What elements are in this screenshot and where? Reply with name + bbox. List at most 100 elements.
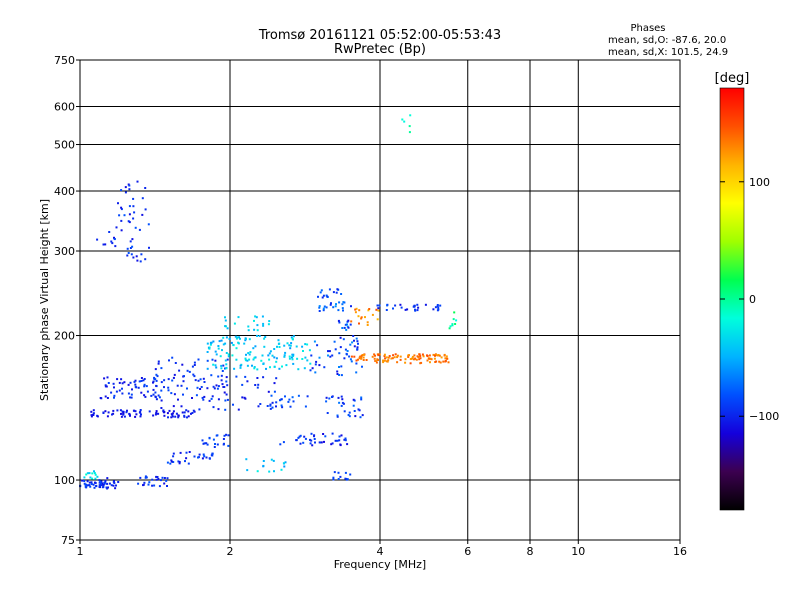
data-point bbox=[358, 322, 360, 325]
data-point bbox=[90, 481, 93, 484]
data-point bbox=[302, 350, 304, 352]
data-point bbox=[257, 405, 260, 408]
data-point bbox=[256, 329, 259, 332]
data-point bbox=[276, 345, 278, 348]
data-point bbox=[290, 336, 293, 339]
data-point bbox=[144, 395, 147, 398]
data-point bbox=[269, 403, 272, 406]
data-point bbox=[90, 415, 93, 418]
data-point bbox=[147, 223, 150, 226]
data-point bbox=[304, 343, 307, 346]
data-point bbox=[301, 358, 304, 360]
data-point bbox=[269, 366, 271, 369]
data-point bbox=[354, 308, 357, 311]
data-point bbox=[203, 395, 206, 398]
data-point bbox=[85, 473, 88, 476]
data-point bbox=[259, 403, 262, 405]
data-point bbox=[115, 390, 118, 393]
data-point bbox=[210, 374, 213, 377]
data-point bbox=[105, 385, 108, 388]
data-point bbox=[422, 355, 425, 358]
data-point bbox=[225, 376, 228, 379]
data-point bbox=[439, 361, 442, 364]
data-point bbox=[337, 478, 340, 480]
data-point bbox=[143, 383, 146, 386]
data-point bbox=[318, 306, 321, 309]
chart-subtitle: RwPretec (Bp) bbox=[334, 42, 426, 57]
data-point bbox=[262, 376, 265, 379]
data-point bbox=[290, 356, 293, 359]
data-point bbox=[287, 400, 290, 403]
data-point bbox=[253, 367, 256, 370]
data-point bbox=[180, 405, 183, 408]
data-point bbox=[163, 379, 166, 382]
data-point bbox=[377, 354, 380, 357]
data-point bbox=[137, 386, 140, 389]
data-point bbox=[119, 409, 122, 412]
data-point bbox=[226, 327, 229, 330]
data-point bbox=[335, 303, 337, 306]
data-point bbox=[187, 410, 190, 413]
data-point bbox=[282, 462, 285, 465]
data-point bbox=[323, 440, 325, 443]
data-point bbox=[224, 399, 227, 402]
data-point bbox=[222, 364, 225, 367]
data-point bbox=[186, 369, 189, 372]
data-point bbox=[292, 335, 295, 338]
data-point bbox=[331, 432, 334, 435]
data-point bbox=[192, 409, 195, 412]
data-point bbox=[211, 452, 214, 455]
data-point bbox=[326, 295, 329, 298]
data-point bbox=[167, 386, 170, 389]
data-point bbox=[92, 483, 95, 486]
data-point bbox=[153, 377, 156, 380]
data-point bbox=[336, 439, 339, 442]
data-point bbox=[383, 355, 386, 357]
data-point bbox=[332, 476, 335, 479]
data-point bbox=[180, 384, 183, 387]
data-point bbox=[129, 396, 132, 399]
data-point bbox=[373, 357, 376, 360]
data-point bbox=[96, 415, 99, 418]
data-point bbox=[107, 411, 110, 414]
data-point bbox=[241, 396, 244, 399]
data-point bbox=[335, 291, 338, 294]
data-point bbox=[396, 356, 399, 359]
data-point bbox=[437, 308, 440, 311]
data-point bbox=[142, 483, 145, 486]
data-point bbox=[89, 476, 92, 479]
data-point bbox=[291, 337, 294, 340]
data-point bbox=[331, 442, 334, 445]
data-point bbox=[322, 309, 325, 312]
data-point bbox=[371, 355, 374, 358]
data-point bbox=[271, 406, 274, 409]
data-point bbox=[256, 334, 258, 337]
data-point bbox=[215, 384, 218, 387]
data-point bbox=[365, 359, 368, 361]
data-point bbox=[434, 354, 436, 357]
data-point bbox=[362, 356, 365, 359]
data-point bbox=[120, 219, 123, 222]
data-point bbox=[265, 367, 267, 370]
data-point bbox=[131, 388, 133, 391]
data-point bbox=[363, 353, 366, 356]
data-point bbox=[414, 308, 416, 311]
data-point bbox=[318, 310, 321, 312]
data-point bbox=[136, 259, 139, 262]
data-point bbox=[341, 303, 344, 306]
data-point bbox=[129, 240, 132, 243]
data-point bbox=[134, 385, 137, 388]
data-point bbox=[367, 309, 370, 312]
data-point bbox=[104, 384, 107, 387]
data-point bbox=[286, 342, 289, 345]
data-point bbox=[96, 475, 99, 478]
data-point bbox=[419, 357, 422, 360]
data-point bbox=[112, 382, 115, 385]
data-point bbox=[171, 379, 174, 382]
data-point bbox=[131, 245, 134, 248]
data-point bbox=[360, 354, 363, 357]
data-point bbox=[144, 476, 147, 479]
data-point bbox=[345, 352, 348, 355]
data-point bbox=[99, 397, 102, 399]
data-point bbox=[115, 226, 118, 229]
